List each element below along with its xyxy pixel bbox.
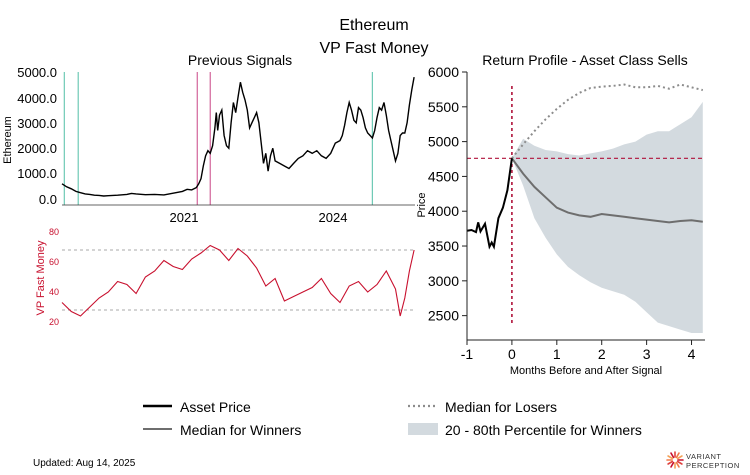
indicator-y-tick: 20 <box>49 317 59 327</box>
x-tick-label: 2021 <box>170 210 199 225</box>
y-tick-label: 3000.0 <box>17 116 57 131</box>
indicator-y-tick: 40 <box>49 287 59 297</box>
return-y-ticks: 2500 3000 3500 4000 4500 5000 5500 6000 <box>428 64 467 324</box>
return-y-tick-label: 2500 <box>428 308 459 324</box>
chart-subtitle: VP Fast Money <box>319 40 428 57</box>
indicator-y-axis-label: VP Fast Money <box>35 240 47 315</box>
return-x-tick-label: 2 <box>598 346 606 362</box>
legend-median-winners-label: Median for Winners <box>180 422 301 438</box>
legend-band-label: 20 - 80th Percentile for Winners <box>445 422 642 438</box>
y-tick-label: 5000.0 <box>17 65 57 80</box>
logo-ray <box>670 461 675 468</box>
logo-ray <box>670 452 675 459</box>
previous-signals-title: Previous Signals <box>188 52 292 68</box>
logo-ray <box>675 452 680 459</box>
y-tick-label: 2000.0 <box>17 141 57 156</box>
logo-ray <box>667 455 674 460</box>
logo-text-line2: PERCEPTION <box>686 461 740 470</box>
return-y-tick-label: 4500 <box>428 168 459 184</box>
return-x-axis-label: Months Before and After Signal <box>510 365 662 377</box>
return-y-tick-label: 4000 <box>428 203 459 219</box>
return-x-tick-label: 4 <box>688 346 696 362</box>
y-tick-label: 1000.0 <box>17 166 57 181</box>
asset-price-line <box>466 158 513 250</box>
return-x-tick-label: 3 <box>643 346 651 362</box>
return-x-tick-label: -1 <box>461 346 474 362</box>
logo-burst-icon <box>666 451 684 469</box>
return-y-tick-label: 5500 <box>428 99 459 115</box>
indicator-y-tick: 60 <box>49 257 59 267</box>
return-y-tick-label: 6000 <box>428 64 459 80</box>
return-profile-panel: -1 0 1 2 3 4 2500 3000 3500 4000 4500 5000 5500 6000… <box>416 64 705 377</box>
return-x-tick-label: 1 <box>553 346 561 362</box>
legend-asset-price-label: Asset Price <box>180 399 251 415</box>
return-x-ticks: -1 0 1 2 3 4 <box>461 340 696 362</box>
indicator-y-tick: 80 <box>49 227 59 237</box>
vp-fast-money-line <box>61 244 415 317</box>
y-tick-label: 4000.0 <box>17 91 57 106</box>
price-history-panel: 5000.0 4000.0 3000.0 2000.0 1000.0 0.0 2… <box>2 65 415 225</box>
return-x-tick-label: 0 <box>508 346 516 362</box>
return-y-tick-label: 3000 <box>428 273 459 289</box>
legend-band-swatch <box>408 423 438 435</box>
logo-ray <box>676 455 683 460</box>
legend-median-losers-label: Median for Losers <box>445 399 557 415</box>
signal-lines <box>63 72 373 205</box>
return-y-axis-label: Price <box>416 192 428 217</box>
variant-perception-logo: VARIANT PERCEPTION <box>666 451 740 470</box>
logo-ray <box>667 460 674 465</box>
logo-text-line1: VARIANT <box>686 452 721 461</box>
indicator-panel: 80 60 40 20 VP Fast Money <box>35 227 415 327</box>
updated-date: Updated: Aug 14, 2025 <box>33 458 136 469</box>
return-profile-title: Return Profile - Asset Class Sells <box>482 52 687 68</box>
asset-price-history-line <box>61 76 415 197</box>
logo-ray <box>676 460 683 465</box>
median-winners-line <box>511 157 703 224</box>
logo-ray <box>675 461 680 468</box>
y-tick-label: 0.0 <box>39 192 57 207</box>
return-y-tick-label: 5000 <box>428 134 459 150</box>
chart-title: Ethereum <box>339 17 408 34</box>
legend: Asset Price Median for Losers Median for… <box>143 399 642 438</box>
price-y-axis-label: Ethereum <box>2 116 14 164</box>
x-tick-label: 2024 <box>319 210 348 225</box>
winners-percentile-band <box>511 101 703 334</box>
return-y-tick-label: 3500 <box>428 238 459 254</box>
